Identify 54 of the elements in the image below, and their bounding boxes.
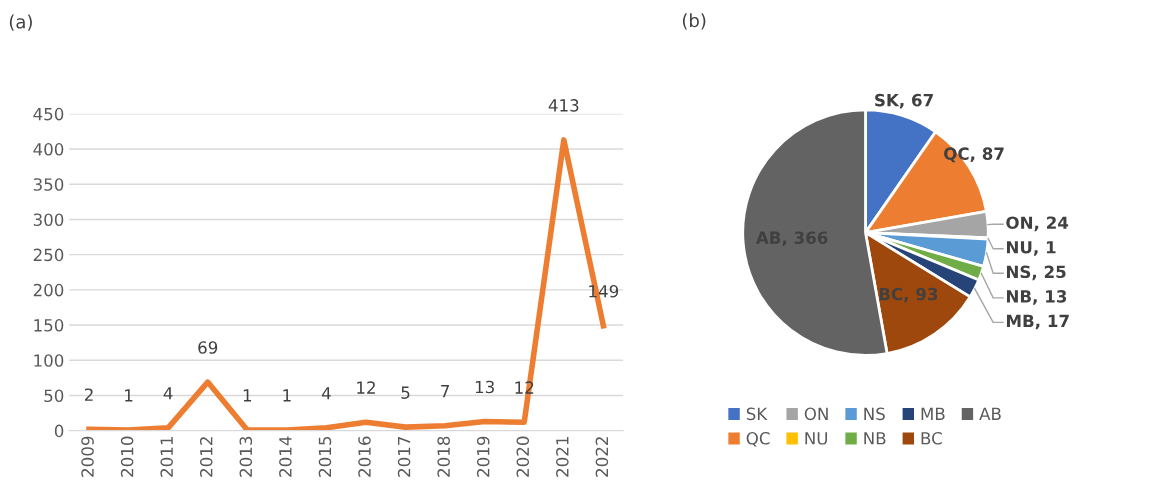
legend-label: AB <box>979 407 1001 420</box>
legend-label: NS <box>864 407 885 421</box>
legend-label: BC <box>921 432 942 445</box>
data-label: 2 <box>84 388 93 401</box>
data-label: 13 <box>475 380 494 394</box>
chart-title: (b) <box>682 13 706 30</box>
data-label: MB, 17 <box>1006 314 1069 330</box>
y-tick-label: 100 <box>34 354 64 367</box>
x-tick-label: 2021 <box>556 437 569 477</box>
legend-label: QC <box>746 432 770 447</box>
data-label: 4 <box>163 387 173 400</box>
y-tick-label: 200 <box>33 283 64 297</box>
x-tick-label: 2015 <box>318 436 332 477</box>
x-tick-label: 2013 <box>239 436 253 477</box>
legend-label: NB <box>864 432 886 445</box>
data-label: 1 <box>125 389 133 402</box>
legend-label: NU <box>805 432 828 445</box>
data-label: NS, 25 <box>1006 265 1066 281</box>
x-tick-label: 2016 <box>358 436 371 477</box>
x-tick-label: 2019 <box>476 436 490 477</box>
data-label: ON, 24 <box>1006 216 1069 232</box>
data-label: NB, 13 <box>1006 290 1067 305</box>
x-tick-label: 2009 <box>81 436 94 477</box>
legend-label: SK <box>746 407 768 421</box>
data-label: 5 <box>401 386 410 399</box>
data-label: 12 <box>357 381 375 394</box>
legend-label: ON <box>804 407 828 421</box>
chart-title: (a) <box>9 14 32 31</box>
data-label: 4 <box>321 387 331 400</box>
y-tick-label: 0 <box>54 424 64 438</box>
x-tick-label: 2020 <box>516 436 530 477</box>
data-label: 1 <box>243 389 252 402</box>
x-tick-label: 2017 <box>397 436 411 477</box>
x-tick-label: 2022 <box>595 437 609 477</box>
data-label: 7 <box>441 385 449 398</box>
legend-label: MB <box>921 407 945 420</box>
y-tick-label: 400 <box>33 143 64 156</box>
y-tick-label: 250 <box>33 248 64 262</box>
y-tick-label: 150 <box>34 319 64 332</box>
x-tick-label: 2012 <box>199 437 213 477</box>
y-tick-label: 450 <box>33 107 64 121</box>
data-label: SK, 67 <box>875 93 933 109</box>
x-tick-label: 2010 <box>120 436 134 477</box>
y-tick-label: 50 <box>44 389 64 403</box>
data-label: NU, 1 <box>1006 241 1056 256</box>
x-tick-label: 2014 <box>279 436 292 477</box>
x-tick-label: 2018 <box>437 436 450 477</box>
data-label: BC, 93 <box>879 287 938 303</box>
data-label: 413 <box>548 99 579 112</box>
x-tick-label: 2011 <box>160 437 173 477</box>
y-tick-label: 300 <box>33 213 64 227</box>
data-label: 1 <box>283 389 291 402</box>
y-tick-label: 350 <box>33 178 64 191</box>
data-label: 69 <box>198 341 218 354</box>
